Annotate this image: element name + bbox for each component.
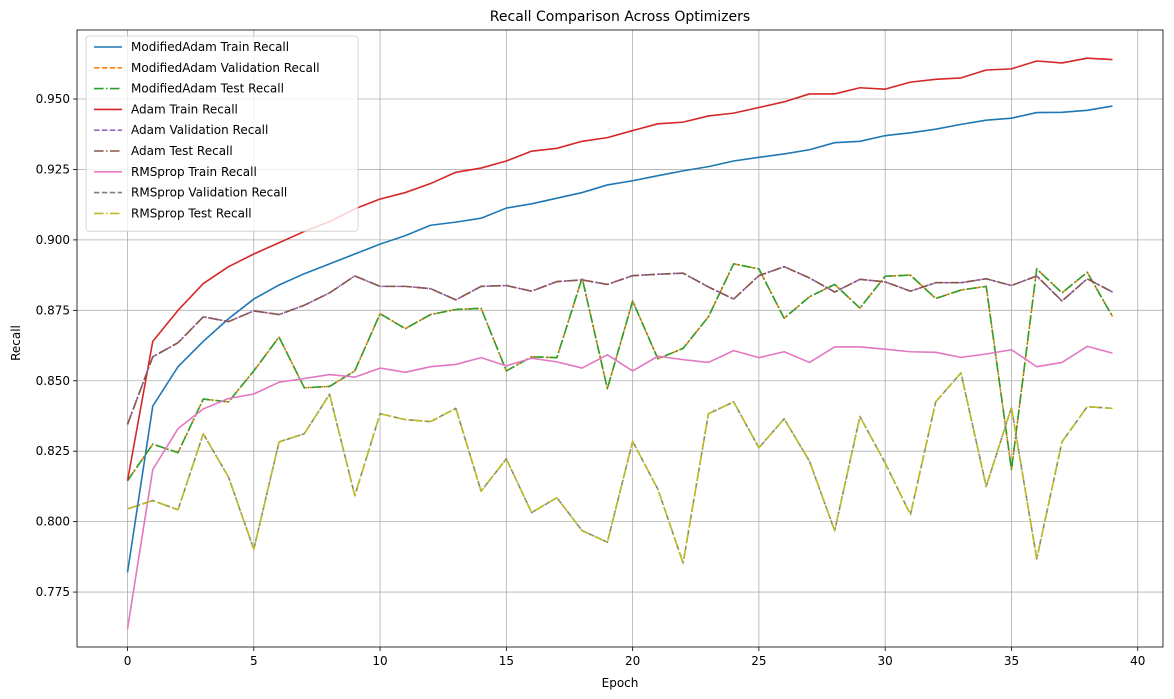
legend-label: ModifiedAdam Train Recall bbox=[131, 40, 289, 54]
x-tick-label: 10 bbox=[372, 654, 387, 668]
y-tick-label: 0.950 bbox=[36, 92, 70, 106]
x-tick-label: 30 bbox=[878, 654, 893, 668]
x-tick-label: 15 bbox=[499, 654, 514, 668]
series-line-modifiedadam-train-recall bbox=[126, 105, 1113, 573]
y-tick-label: 0.925 bbox=[36, 162, 70, 176]
plot-frame bbox=[76, 29, 1164, 648]
y-axis-ticks: 0.775 0.800 0.825 0.850 0.875 0.900 0.925 0.950 bbox=[36, 92, 77, 599]
series-line-adam-test-recall bbox=[126, 265, 1113, 425]
legend-label: Adam Test Recall bbox=[131, 144, 233, 158]
series-layer bbox=[126, 57, 1114, 629]
y-axis-label: Recall bbox=[9, 325, 23, 361]
legend-label: ModifiedAdam Validation Recall bbox=[131, 61, 320, 75]
x-axis-ticks: 0 5 10 15 20 25 30 35 40 bbox=[124, 647, 1145, 668]
x-tick-label: 0 bbox=[124, 654, 132, 668]
x-tick-label: 35 bbox=[1004, 654, 1019, 668]
legend-label: RMSprop Validation Recall bbox=[131, 186, 287, 200]
grid-lines bbox=[77, 30, 1163, 647]
legend-label: RMSprop Test Recall bbox=[131, 206, 252, 220]
x-tick-label: 40 bbox=[1130, 654, 1145, 668]
y-tick-label: 0.825 bbox=[36, 444, 70, 458]
legend-label: Adam Train Recall bbox=[131, 102, 238, 116]
x-tick-label: 25 bbox=[751, 654, 766, 668]
legend-label: Adam Validation Recall bbox=[131, 123, 268, 137]
legend-label: RMSprop Train Recall bbox=[131, 165, 257, 179]
y-tick-label: 0.850 bbox=[36, 374, 70, 388]
legend-label: ModifiedAdam Test Recall bbox=[131, 82, 284, 96]
legend-box bbox=[85, 35, 359, 232]
y-tick-label: 0.800 bbox=[36, 515, 70, 529]
legend: ModifiedAdam Train Recall ModifiedAdam Va… bbox=[85, 35, 359, 232]
y-tick-label: 0.875 bbox=[36, 303, 70, 317]
series-line-adam-train-recall bbox=[126, 57, 1113, 481]
y-tick-label: 0.900 bbox=[36, 233, 70, 247]
y-tick-label: 0.775 bbox=[36, 585, 70, 599]
x-tick-label: 5 bbox=[250, 654, 258, 668]
chart-title: Recall Comparison Across Optimizers bbox=[490, 9, 750, 25]
x-axis-label: Epoch bbox=[602, 676, 639, 690]
series-line-rmsprop-test-recall bbox=[127, 372, 1113, 564]
series-line-modifiedadam-test-recall bbox=[126, 263, 1114, 482]
series-line-rmsprop-train-recall bbox=[126, 345, 1113, 629]
x-tick-label: 20 bbox=[625, 654, 640, 668]
